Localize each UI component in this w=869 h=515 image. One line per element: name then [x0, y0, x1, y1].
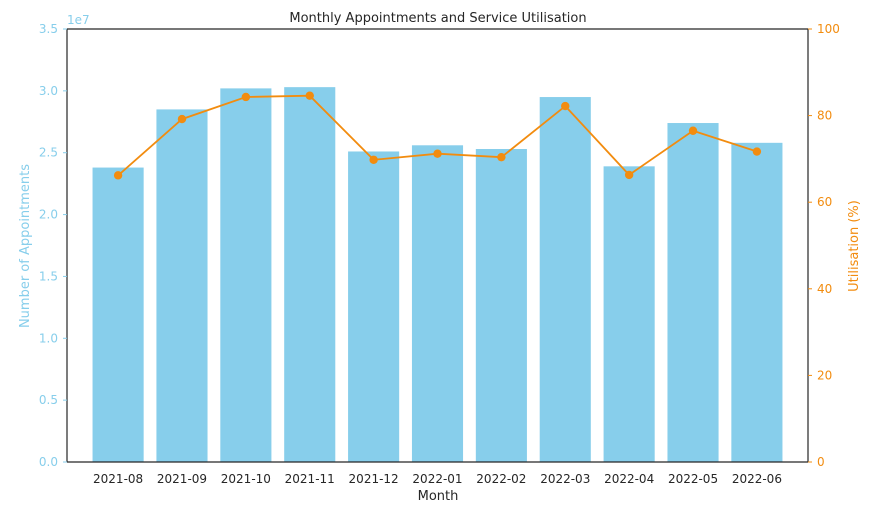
bar-2022-04 — [603, 166, 655, 462]
y-left-tick-label: 1.0 — [39, 331, 58, 345]
bar-2022-05 — [667, 123, 719, 462]
bar-2022-03 — [539, 97, 591, 463]
bar-2021-10 — [220, 88, 272, 462]
y-axis-right-label: Utilisation (%) — [847, 200, 862, 292]
chart-title: Monthly Appointments and Service Utilisa… — [289, 11, 586, 26]
line-point-2022-01 — [433, 149, 442, 158]
y-right-tick-label: 20 — [817, 368, 832, 382]
bar-2021-11 — [284, 87, 336, 462]
x-tick-label: 2022-06 — [732, 472, 782, 486]
y-ticks-left: 0.0 0.5 1.0 1.5 2.0 2.5 3.0 3.5 — [39, 22, 67, 469]
y-right-tick-label: 80 — [817, 109, 832, 123]
x-tick-label: 2021-12 — [349, 472, 399, 486]
bar-series — [92, 87, 783, 463]
line-point-2022-02 — [497, 152, 506, 162]
x-tick-label: 2022-03 — [540, 472, 590, 486]
y-left-tick-label: 2.5 — [39, 146, 58, 160]
line-point-2022-04 — [624, 170, 634, 180]
x-tick-label: 2021-11 — [285, 472, 335, 486]
line-point-2021-08 — [113, 171, 123, 180]
bar-2021-08 — [92, 167, 144, 462]
y-right-tick-label: 100 — [817, 22, 840, 36]
y-axis-left-label: Number of Appointments — [18, 164, 33, 328]
x-tick-label: 2021-09 — [157, 472, 207, 486]
x-tick-label: 2021-08 — [93, 472, 143, 486]
axes — [66, 28, 809, 463]
y-left-tick-label: 0.5 — [39, 393, 58, 407]
x-tick-label: 2021-10 — [221, 472, 271, 486]
left-axis-offset-text: 1e7 — [67, 13, 90, 27]
x-tick-label: 2022-04 — [604, 472, 654, 486]
y-right-tick-label: 40 — [817, 282, 832, 296]
bar-2022-06 — [731, 142, 783, 462]
y-left-tick-label: 3.0 — [39, 84, 58, 98]
y-left-tick-label: 0.0 — [39, 455, 58, 469]
line-series — [113, 91, 762, 180]
line-point-2021-10 — [241, 92, 251, 102]
bar-2021-12 — [348, 151, 400, 462]
y-right-tick-label: 60 — [817, 195, 832, 209]
bar-2022-02 — [475, 149, 527, 462]
bar-2022-01 — [411, 145, 464, 462]
y-left-tick-label: 3.5 — [39, 22, 58, 36]
bar-2021-09 — [156, 109, 208, 463]
x-tick-label: 2022-05 — [668, 472, 718, 486]
y-ticks-right: 0 20 40 60 80 100 — [808, 22, 840, 469]
x-axis-label: Month — [418, 489, 459, 504]
x-ticks: 2021-08 2021-09 2021-10 2021-11 2021-12 2022-… — [93, 472, 782, 486]
y-left-tick-label: 1.5 — [39, 269, 58, 283]
line-point-2022-03 — [561, 101, 570, 111]
y-left-tick-label: 2.0 — [39, 208, 58, 222]
line-point-2022-05 — [688, 126, 698, 135]
y-right-tick-label: 0 — [817, 455, 825, 469]
x-tick-label: 2022-01 — [412, 472, 462, 486]
line-point-2022-06 — [752, 147, 762, 156]
line-point-2021-11 — [305, 91, 314, 100]
line-point-2021-09 — [177, 114, 187, 124]
line-point-2021-12 — [369, 155, 378, 164]
x-tick-label: 2022-02 — [476, 472, 526, 486]
